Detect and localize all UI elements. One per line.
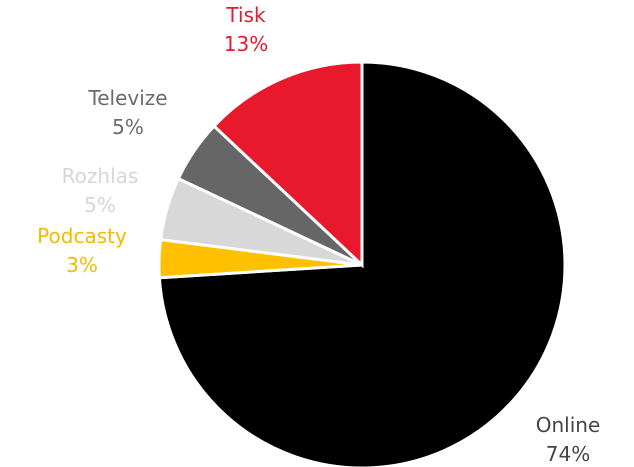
slice-value-tisk: 13% xyxy=(224,32,268,56)
slice-value-online: 74% xyxy=(546,442,590,466)
slice-value-televize: 5% xyxy=(112,115,144,139)
pie-slice-tisk xyxy=(211,60,364,269)
slice-label-online: Online xyxy=(536,413,601,437)
slice-value-rozhlas: 5% xyxy=(84,193,116,217)
slice-label-rozhlas: Rozhlas xyxy=(62,164,139,188)
slice-label-televize: Televize xyxy=(87,86,167,110)
pie-labels: Online 74% Podcasty 3% Rozhlas 5% Televize 5% Ti… xyxy=(37,3,600,466)
pie-slices xyxy=(157,60,567,467)
slice-value-podcasty: 3% xyxy=(66,253,98,277)
slice-label-podcasty: Podcasty xyxy=(37,224,127,248)
slice-label-tisk: Tisk xyxy=(225,3,266,27)
